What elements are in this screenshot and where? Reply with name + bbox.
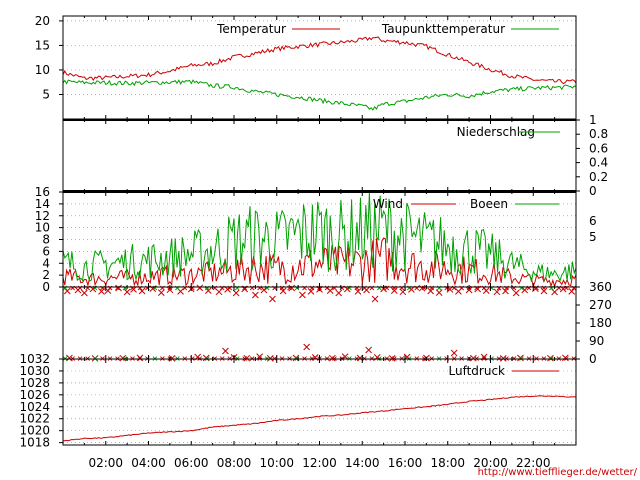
direction-marker (388, 355, 396, 362)
direction-marker (465, 286, 473, 294)
y-tick-label-precipitation: 0.4 (589, 156, 608, 170)
direction-marker (243, 354, 251, 362)
y-tick-label-precipitation: 0.6 (589, 141, 608, 155)
direction-marker (371, 295, 379, 303)
frame-layer (59, 15, 580, 446)
series-line-wind-0 (62, 237, 577, 288)
y-tick-label-pressure: 1028 (19, 376, 50, 390)
x-tick-label: 14:00 (345, 456, 380, 470)
direction-marker (166, 286, 174, 294)
direction-marker (299, 291, 306, 299)
legend-label: Luftdruck (448, 364, 505, 378)
x-tick-label: 22:00 (516, 456, 551, 470)
legend-label: Wind (373, 197, 403, 211)
y-tick-label-temperature: 5 (42, 87, 50, 101)
direction-marker (288, 284, 296, 292)
y2-tick-label-wind: 6 (589, 214, 597, 228)
x-tick-label: 18:00 (430, 456, 465, 470)
direction-marker (157, 289, 165, 296)
y-tick-label-precipitation: 1 (589, 113, 597, 127)
y-tick-label-pressure: 1020 (19, 424, 50, 438)
y-tick-label-wind: 6 (42, 244, 50, 258)
direction-marker (390, 287, 398, 294)
series-line-wind-1 (62, 192, 577, 282)
direction-marker (328, 354, 336, 362)
x-tick-label: 16:00 (388, 456, 423, 470)
legend-layer: Temperatur Taupunkttemperatur Niederschlag… (216, 22, 560, 378)
direction-marker (493, 288, 501, 296)
y-tick-label-precipitation: 0.2 (589, 170, 608, 184)
legend-label: Taupunkttemperatur (381, 22, 505, 36)
x-tick-label: 04:00 (131, 456, 166, 470)
legend-label: Temperatur (216, 22, 286, 36)
legend-label: Boeen (470, 197, 508, 211)
direction-marker (540, 287, 548, 295)
y-tick-label-wind: 8 (42, 233, 50, 247)
y-tick-label-direction: 360 (589, 280, 612, 294)
direction-marker (222, 347, 229, 355)
direction-marker (119, 354, 127, 362)
source-link[interactable]: http://www.tiefflieger.de/wetter/ (478, 467, 638, 478)
label-layer: 510152000.20.40.60.810246810121416560901… (19, 14, 611, 470)
x-tick-label: 12:00 (302, 456, 337, 470)
direction-marker (138, 287, 146, 295)
y-tick-label-wind: 4 (42, 256, 50, 270)
y-tick-label-temperature: 20 (35, 14, 50, 28)
y-tick-label-pressure: 1018 (19, 436, 50, 450)
y-tick-label-pressure: 1022 (19, 412, 50, 426)
series-line-pressure-0 (62, 395, 577, 442)
direction-marker (521, 286, 529, 294)
y-tick-label-pressure: 1026 (19, 388, 50, 402)
y-tick-label-wind: 16 (35, 185, 50, 199)
y-tick-label-wind: 0 (42, 280, 50, 294)
direction-marker (512, 289, 520, 297)
direction-marker (81, 289, 88, 297)
series-line-temperature-1 (62, 79, 577, 111)
y-tick-label-temperature: 10 (35, 63, 50, 77)
direction-marker (551, 288, 558, 296)
x-tick-label: 06:00 (174, 456, 209, 470)
legend-label: Niederschlag (457, 125, 535, 139)
y-tick-label-wind: 12 (35, 209, 50, 223)
y-tick-label-wind: 10 (35, 221, 50, 235)
direction-marker (136, 354, 144, 362)
x-tick-label: 08:00 (217, 456, 252, 470)
y-tick-label-direction: 270 (589, 298, 612, 312)
y2-tick-label-wind: 5 (589, 230, 597, 244)
y-tick-label-wind: 2 (42, 268, 50, 282)
direction-marker (123, 288, 131, 296)
y-tick-label-direction: 90 (589, 334, 604, 348)
y-tick-label-temperature: 15 (35, 38, 50, 52)
y-tick-label-direction: 0 (589, 352, 597, 366)
y-tick-label-pressure: 1030 (19, 364, 50, 378)
direction-marker (252, 291, 259, 299)
x-tick-label: 10:00 (259, 456, 294, 470)
direction-marker (365, 346, 373, 354)
y-tick-label-pressure: 1032 (19, 352, 50, 366)
direction-marker (418, 284, 426, 292)
direction-marker (335, 289, 343, 297)
direction-marker (450, 349, 458, 357)
series-line-temperature-0 (62, 36, 577, 85)
direction-marker (546, 354, 554, 362)
x-tick-label: 20:00 (473, 456, 508, 470)
y-tick-label-precipitation: 0.8 (589, 127, 608, 141)
direction-marker (269, 295, 276, 303)
direction-marker (435, 289, 443, 296)
direction-marker (260, 286, 268, 294)
y-tick-label-wind: 14 (35, 197, 50, 211)
y-tick-label-direction: 180 (589, 316, 612, 330)
x-tick-label: 02:00 (88, 456, 123, 470)
direction-marker (63, 287, 71, 295)
y-tick-label-precipitation: 0 (589, 184, 597, 198)
direction-marker (568, 288, 576, 295)
y-tick-label-pressure: 1024 (19, 400, 50, 414)
direction-marker (303, 343, 311, 351)
direction-marker (115, 284, 122, 292)
